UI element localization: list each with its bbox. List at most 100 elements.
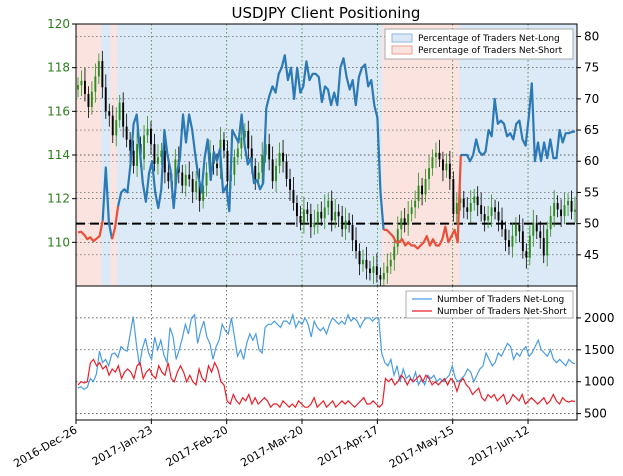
candle-body xyxy=(240,137,243,149)
candle-body xyxy=(94,76,97,92)
sentiment-band xyxy=(85,24,90,286)
sentiment-band xyxy=(508,24,513,286)
candle-body xyxy=(567,200,569,206)
candle-body xyxy=(358,251,361,265)
sentiment-band xyxy=(505,24,509,286)
candle-body xyxy=(421,185,423,195)
candle-body xyxy=(375,266,378,275)
candle-body xyxy=(442,159,444,171)
candle-body xyxy=(160,150,163,158)
sentiment-band xyxy=(348,24,352,286)
sentiment-band xyxy=(388,24,392,286)
sentiment-band xyxy=(496,24,500,286)
candle-body xyxy=(438,152,441,160)
candle-body xyxy=(122,102,125,127)
candle-body xyxy=(469,203,472,212)
price-candles xyxy=(77,50,576,286)
left-tick-label: 120 xyxy=(47,17,70,31)
candle-body xyxy=(278,152,281,166)
top-panel: 110 112 114 116 118 120 45 50 55 60 65 70 75 80 Perc… xyxy=(47,17,599,287)
bottom-legend: Number of Traders Net-Long Number of Tra… xyxy=(405,290,574,319)
candle-body xyxy=(296,203,298,217)
sentiment-band xyxy=(341,24,346,286)
candle-body xyxy=(292,189,295,203)
candle-body xyxy=(236,148,239,158)
right-tick-label: 50 xyxy=(584,217,599,231)
candle-body xyxy=(511,235,514,247)
sentiment-band xyxy=(88,24,93,286)
sentiment-band xyxy=(196,24,201,286)
sentiment-band xyxy=(314,24,318,286)
candle-body xyxy=(546,229,549,256)
candle-body xyxy=(129,139,132,151)
top-legend: Percentage of Traders Net-Long Percentag… xyxy=(384,28,574,60)
candle-body xyxy=(181,172,184,186)
candle-body xyxy=(247,131,250,149)
candle-body xyxy=(501,220,503,230)
sentiment-band xyxy=(116,24,121,286)
sentiment-band xyxy=(332,24,337,286)
candle-body xyxy=(87,93,90,107)
candle-body xyxy=(445,163,448,171)
sentiment-band xyxy=(329,24,334,286)
candle-body xyxy=(306,209,309,214)
legend-label-count-short: Number of Traders Net-Short xyxy=(437,307,567,317)
candle-body xyxy=(97,61,100,77)
legend-swatch-net-long xyxy=(391,33,413,43)
legend-label-count-long: Number of Traders Net-Long xyxy=(437,295,564,305)
sentiment-band xyxy=(412,24,417,286)
candle-body xyxy=(275,165,277,182)
candle-body xyxy=(455,203,458,214)
sentiment-band xyxy=(221,24,225,286)
candle-body xyxy=(532,222,535,236)
candle-body xyxy=(136,144,138,166)
sentiment-band xyxy=(144,24,148,286)
candle-body xyxy=(202,185,205,201)
candle-body xyxy=(223,139,225,151)
candle-body xyxy=(528,235,531,258)
sentiment-band xyxy=(360,24,364,286)
sentiment-band xyxy=(483,24,488,286)
candle-body xyxy=(494,207,496,212)
candle-body xyxy=(299,216,302,223)
candle-body xyxy=(428,168,430,179)
candle-body xyxy=(417,185,420,201)
sentiment-band xyxy=(91,24,96,286)
sentiment-band xyxy=(548,24,553,286)
candle-body xyxy=(198,181,201,201)
candle-body xyxy=(150,128,152,145)
net-long-percentage-series xyxy=(77,54,576,250)
candle-body xyxy=(271,159,274,182)
candle-body xyxy=(379,275,382,280)
sentiment-band xyxy=(477,24,482,286)
sentiment-band xyxy=(289,24,293,286)
candle-body xyxy=(574,209,576,212)
candle-body xyxy=(539,231,542,238)
sentiment-band xyxy=(382,24,386,286)
candle-body xyxy=(535,222,538,232)
candle-body xyxy=(337,211,340,217)
candle-body xyxy=(327,200,330,208)
net-long-line-segment xyxy=(101,166,114,240)
sentiment-band xyxy=(428,24,432,286)
candle-body xyxy=(268,144,271,160)
sentiment-band xyxy=(530,24,534,286)
candle-body xyxy=(414,200,417,208)
candle-body xyxy=(553,203,556,217)
bottom-panel: 500 1000 1500 2000 Number of Traders Net-Lo… xyxy=(75,285,615,421)
sentiment-band xyxy=(280,24,284,286)
candle-body xyxy=(334,211,337,221)
sentiment-band xyxy=(104,24,108,286)
sentiment-band xyxy=(184,24,188,286)
bottom-panel-frame xyxy=(75,285,578,421)
candle-body xyxy=(362,259,364,265)
left-tick-label: 114 xyxy=(47,148,70,162)
candle-body xyxy=(257,172,260,179)
candle-body xyxy=(115,120,118,136)
candle-body xyxy=(435,152,437,158)
sentiment-band xyxy=(524,24,528,286)
sentiment-band xyxy=(369,24,374,286)
candle-body xyxy=(560,209,562,217)
candle-body xyxy=(163,150,166,173)
